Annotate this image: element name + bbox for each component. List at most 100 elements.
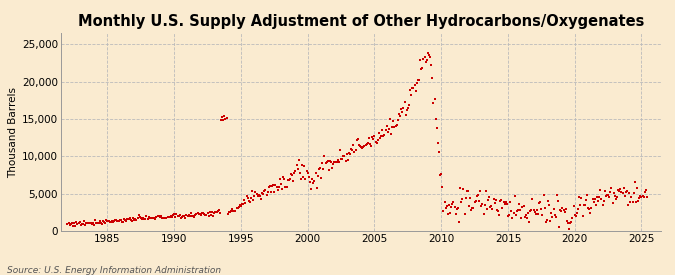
Point: [345, 152, 356, 156]
Point: [459, 212, 470, 216]
Point: [173, 214, 184, 218]
Point: [300, 177, 311, 181]
Point: [497, 206, 508, 210]
Point: [601, 194, 612, 198]
Point: [250, 190, 261, 194]
Point: [321, 160, 332, 164]
Point: [244, 199, 254, 204]
Point: [579, 203, 590, 207]
Point: [585, 211, 596, 216]
Point: [525, 209, 536, 213]
Point: [572, 207, 583, 211]
Point: [88, 223, 99, 227]
Point: [213, 208, 224, 213]
Point: [630, 200, 641, 204]
Point: [171, 211, 182, 216]
Point: [90, 218, 101, 222]
Point: [222, 211, 233, 216]
Point: [208, 214, 219, 218]
Point: [435, 172, 446, 177]
Point: [490, 198, 501, 202]
Point: [412, 77, 423, 82]
Point: [130, 217, 140, 221]
Point: [275, 182, 286, 186]
Point: [547, 215, 558, 219]
Point: [331, 160, 342, 164]
Point: [119, 217, 130, 221]
Point: [68, 224, 78, 229]
Point: [278, 175, 289, 179]
Point: [141, 214, 152, 219]
Point: [107, 220, 118, 224]
Point: [531, 208, 542, 212]
Point: [526, 208, 537, 212]
Point: [385, 117, 396, 122]
Point: [546, 211, 557, 216]
Point: [385, 131, 396, 136]
Point: [287, 173, 298, 177]
Point: [126, 218, 136, 222]
Point: [227, 209, 238, 213]
Point: [71, 219, 82, 224]
Point: [194, 211, 205, 216]
Point: [634, 196, 645, 200]
Point: [170, 214, 181, 219]
Point: [217, 115, 227, 119]
Point: [251, 192, 262, 196]
Point: [136, 216, 146, 220]
Point: [381, 124, 392, 128]
Point: [352, 137, 363, 141]
Point: [165, 213, 176, 218]
Point: [351, 138, 362, 142]
Point: [443, 203, 454, 207]
Point: [335, 148, 346, 153]
Point: [263, 185, 274, 189]
Point: [107, 219, 117, 223]
Point: [464, 203, 475, 208]
Point: [253, 193, 264, 197]
Point: [389, 125, 400, 130]
Point: [318, 167, 329, 172]
Point: [304, 175, 315, 180]
Point: [583, 206, 593, 211]
Point: [362, 141, 373, 145]
Point: [458, 187, 469, 191]
Point: [203, 214, 214, 218]
Point: [421, 58, 432, 62]
Point: [267, 184, 277, 188]
Point: [139, 216, 150, 221]
Point: [375, 136, 385, 141]
Point: [376, 133, 387, 138]
Point: [441, 204, 452, 208]
Point: [419, 55, 430, 60]
Point: [306, 187, 317, 191]
Point: [238, 202, 248, 206]
Point: [632, 186, 643, 190]
Point: [635, 194, 646, 199]
Point: [452, 207, 462, 211]
Point: [591, 202, 601, 207]
Point: [614, 189, 624, 193]
Point: [256, 196, 267, 201]
Point: [291, 163, 302, 167]
Point: [510, 213, 521, 217]
Point: [242, 196, 253, 200]
Point: [517, 205, 528, 210]
Point: [76, 222, 87, 227]
Point: [502, 201, 512, 206]
Point: [360, 142, 371, 147]
Point: [539, 205, 550, 210]
Point: [425, 55, 435, 59]
Point: [330, 160, 341, 164]
Point: [548, 207, 559, 211]
Point: [550, 215, 561, 220]
Point: [99, 219, 109, 224]
Point: [428, 101, 439, 105]
Point: [613, 188, 624, 192]
Point: [470, 199, 481, 203]
Point: [284, 178, 294, 182]
Point: [101, 218, 112, 222]
Point: [417, 66, 428, 70]
Point: [95, 219, 105, 224]
Point: [163, 214, 174, 219]
